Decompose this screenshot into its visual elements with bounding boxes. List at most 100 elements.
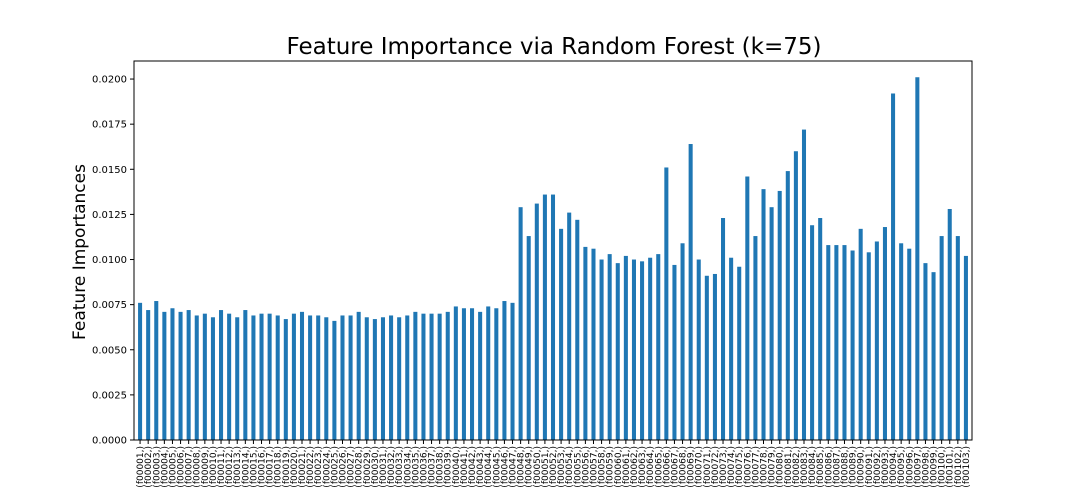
bar: [478, 311, 483, 440]
x-tick-label: (f00103,): [962, 446, 972, 488]
x-tick-label: (f00040,): [452, 446, 462, 488]
x-tick-label: (f00014,): [241, 446, 251, 488]
x-tick-label: (f00062,): [630, 446, 640, 488]
x-tick-label: (f00012,): [225, 446, 235, 488]
x-tick-label: (f00085,): [816, 446, 826, 488]
x-tick-label: (f00048,): [517, 446, 527, 488]
x-tick-label: (f00021,): [298, 446, 308, 488]
x-tick-label: (f00038,): [436, 446, 446, 488]
bar: [810, 225, 815, 440]
bar: [680, 243, 685, 440]
bar: [283, 319, 288, 440]
y-tick-label: 0.0075: [92, 300, 127, 311]
bar: [907, 248, 912, 440]
x-tick-label: (f00046,): [500, 446, 510, 488]
x-tick-label: (f00025,): [330, 446, 340, 488]
x-tick-label: (f00069,): [687, 446, 697, 488]
bar: [502, 301, 507, 440]
bar: [672, 264, 677, 440]
x-tick-label: (f00079,): [768, 446, 778, 488]
bar: [777, 190, 782, 440]
y-tick-label: 0.0100: [92, 255, 127, 266]
bar: [429, 313, 434, 440]
bars: [138, 77, 968, 441]
bar: [607, 254, 612, 440]
x-tick-label: (f00056,): [581, 446, 591, 488]
x-tick-label: (f00039,): [444, 446, 454, 488]
bar: [437, 313, 442, 440]
bar: [737, 266, 742, 440]
x-tick-label: (f00011,): [217, 446, 227, 488]
bar: [785, 171, 790, 441]
bar: [380, 317, 385, 440]
x-tick-label: (f00065,): [654, 446, 664, 488]
x-tick-label: (f00081,): [784, 446, 794, 488]
x-tick-label: (f00068,): [679, 446, 689, 488]
x-tick-label: (f00092,): [873, 446, 883, 488]
bar: [510, 302, 515, 440]
x-tick-label: (f00015,): [249, 446, 259, 488]
bar: [591, 248, 596, 440]
y-tick-label: 0.0200: [92, 75, 127, 86]
x-tick-label: (f00024,): [322, 446, 332, 488]
bar: [372, 319, 377, 440]
y-axis: 0.0000 0.0025 0.0050 0.0075 0.0100 0.0125 0.01…: [92, 75, 134, 447]
bar: [324, 317, 329, 440]
bar: [154, 301, 159, 440]
x-tick-label: (f00094,): [889, 446, 899, 488]
x-tick-label: (f00087,): [832, 446, 842, 488]
x-tick-label: (f00018,): [274, 446, 284, 488]
x-tick-label: (f00073,): [719, 446, 729, 488]
bar: [348, 315, 353, 440]
bar: [243, 310, 248, 440]
x-tick-label: (f00037,): [428, 446, 438, 488]
bar: [899, 243, 904, 440]
bar: [834, 245, 839, 440]
plot-frame: [133, 60, 973, 441]
x-tick-label: (f00047,): [509, 446, 519, 488]
x-tick-label: (f00077,): [751, 446, 761, 488]
bar: [316, 315, 321, 440]
bar: [146, 310, 151, 440]
x-tick-label: (f00003,): [152, 446, 162, 488]
x-tick-label: (f00010,): [209, 446, 219, 488]
x-tick-label: (f00100,): [938, 446, 948, 488]
x-tick-label: (f00023,): [314, 446, 324, 488]
bar: [534, 203, 539, 440]
bar: [729, 257, 734, 440]
bar: [721, 218, 726, 440]
bar: [963, 255, 968, 440]
x-tick-label: (f00054,): [565, 446, 575, 488]
x-tick-label: (f00036,): [419, 446, 429, 488]
bar: [947, 208, 952, 440]
x-tick-label: (f00041,): [460, 446, 470, 488]
x-tick-label: (f00033,): [395, 446, 405, 488]
bar: [623, 255, 628, 440]
y-tick-label: 0.0125: [92, 210, 127, 221]
x-tick-label: (f00020,): [290, 446, 300, 488]
x-tick-label: (f00005,): [168, 446, 178, 488]
x-tick-label: (f00088,): [840, 446, 850, 488]
x-tick-label: (f00072,): [711, 446, 721, 488]
bar: [291, 313, 296, 440]
bar: [405, 315, 410, 440]
x-tick-label: (f00098,): [921, 446, 931, 488]
bar: [470, 308, 475, 440]
x-tick-label: (f00026,): [338, 446, 348, 488]
x-tick-label: (f00050,): [533, 446, 543, 488]
bar: [915, 77, 920, 440]
x-tick-label: (f00044,): [484, 446, 494, 488]
x-tick-label: (f00028,): [355, 446, 365, 488]
bar: [138, 302, 143, 440]
x-tick-label: (f00019,): [282, 446, 292, 488]
bar: [631, 259, 636, 440]
bar: [542, 194, 547, 440]
bar: [413, 311, 418, 440]
bar: [818, 218, 823, 440]
x-tick-label: (f00063,): [638, 446, 648, 488]
x-tick-label: (f00097,): [913, 446, 923, 488]
bar: [793, 151, 798, 440]
bar: [599, 259, 604, 440]
bar: [704, 275, 709, 440]
